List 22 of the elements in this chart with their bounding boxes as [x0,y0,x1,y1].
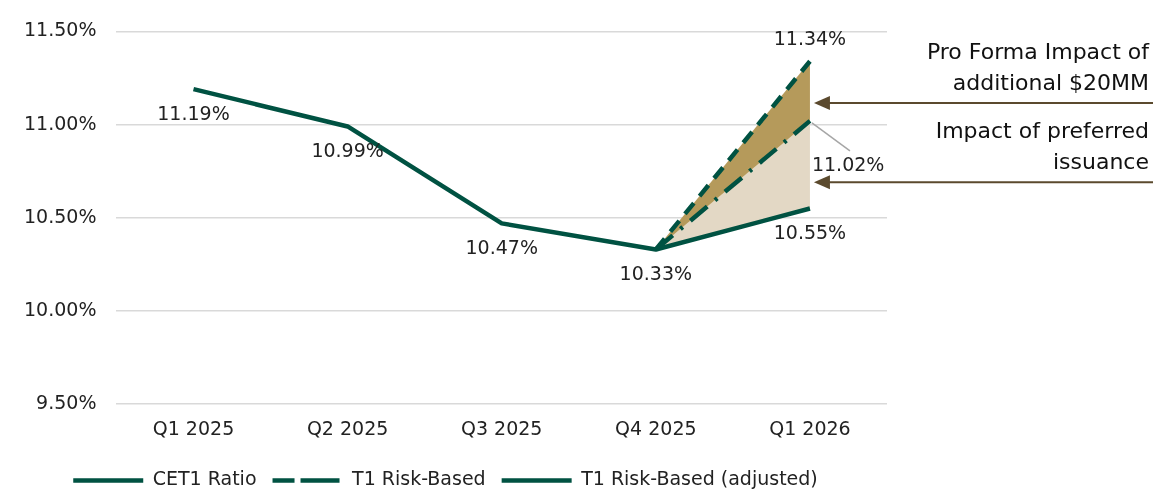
data-label: 10.33% [619,261,693,284]
legend-label: CET1 Ratio [152,467,257,490]
legend-label: T1 Risk-Based (adjusted) [580,467,818,490]
x-tick-label: Q1 2025 [152,416,235,439]
y-tick-label: 9.50% [36,391,97,414]
data-label: 11.34% [773,26,847,49]
x-tick-label: Q3 2025 [461,416,543,439]
y-tick-label: 11.00% [23,111,97,134]
y-tick-label: 10.50% [23,204,97,227]
x-tick-label: Q4 2025 [615,416,697,439]
data-label: 10.47% [465,235,538,258]
legend-label: T1 Risk-Based [351,467,486,490]
data-label: 10.55% [773,220,847,243]
data-label: 10.99% [311,138,384,161]
x-tick-label: Q2 2025 [306,416,389,439]
data-label: 11.02% [811,153,885,176]
data-label: 11.19% [157,101,230,124]
x-tick-label: Q1 2026 [769,416,851,439]
y-tick-label: 11.50% [23,18,97,41]
text: Impact of preferred issuance [935,117,1149,174]
y-tick-label: 10.00% [23,297,97,320]
text: Pro Forma Impact of additional $20MM [926,38,1151,95]
